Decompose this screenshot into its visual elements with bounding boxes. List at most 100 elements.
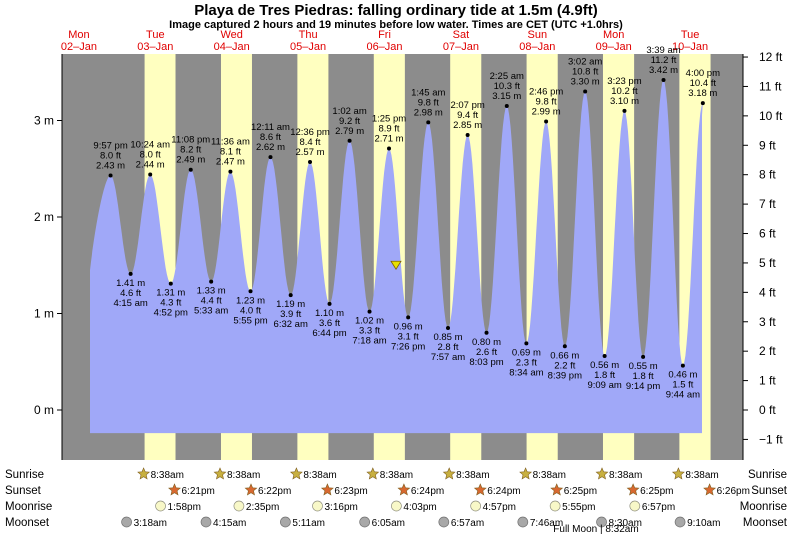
moonset-time: 8:30am xyxy=(609,518,642,529)
tide-point xyxy=(327,301,332,306)
row-label-left-sunrise: Sunrise xyxy=(5,469,44,481)
day-of-week: Mon xyxy=(603,29,624,41)
tide-label-ft: 2.3 ft xyxy=(516,357,537,368)
day-of-week: Thu xyxy=(299,29,318,41)
sunset-icon xyxy=(168,483,181,496)
tide-point xyxy=(544,119,549,124)
sunrise-icon xyxy=(137,467,151,480)
tide-label-ft: 10.4 ft xyxy=(690,78,717,89)
tide-label-label: 1.10 m xyxy=(315,308,344,319)
tide-label-time: 5:33 am xyxy=(194,306,228,317)
right-tick-label: 2 ft xyxy=(759,344,776,358)
tide-label-ft: 4.4 ft xyxy=(201,296,222,307)
tide-label-label: 2.71 m xyxy=(374,133,403,144)
sunrise-time: 8:38am xyxy=(151,470,184,481)
tide-label-label: 2.62 m xyxy=(256,142,285,153)
moonrise-icon xyxy=(155,500,166,512)
current-level-marker xyxy=(390,260,402,271)
moonset-icon xyxy=(596,516,607,528)
sunrise-icon xyxy=(671,467,685,480)
tide-label-time: 3:02 am xyxy=(568,57,602,68)
moonset-time: 7:46am xyxy=(530,518,563,529)
tide-label-ft: 10.3 ft xyxy=(494,81,521,92)
moonset-icon xyxy=(359,516,371,528)
tide-point xyxy=(268,155,273,160)
tide-label-time: 9:09 am xyxy=(587,380,621,391)
tide-label-ft: 8.0 ft xyxy=(100,151,121,162)
tide-label-ft: 10.2 ft xyxy=(611,86,638,97)
tide-label-time: 2:25 am xyxy=(490,71,524,82)
tide-label-ft: 8.1 ft xyxy=(220,147,241,158)
tide-label-ft: 2.2 ft xyxy=(554,360,575,371)
tide-label-ft: 8.4 ft xyxy=(299,137,320,148)
tide-label-ft: 3.1 ft xyxy=(398,331,419,342)
tide-label-label: 1.19 m xyxy=(276,299,305,310)
sunset-time: 6:25pm xyxy=(640,486,673,497)
tide-label-label: 1.23 m xyxy=(236,295,265,306)
day-labels: Mon02–JanTue03–JanWed04–JanThu05–JanFri0… xyxy=(61,29,708,53)
sunrise-time: 8:38am xyxy=(456,470,489,481)
tide-area xyxy=(90,80,703,434)
tide-label-time: 4:52 pm xyxy=(154,308,188,319)
left-tick-label: 3 m xyxy=(34,114,54,128)
row-label-left-sunset: Sunset xyxy=(5,485,42,497)
moonset-icon xyxy=(280,516,291,528)
chart-subtitle: Image captured 2 hours and 19 minutes be… xyxy=(169,19,623,31)
day-of-week: Mon xyxy=(68,29,89,41)
tide-label-label: 2.44 m xyxy=(136,160,165,171)
sunrise-time: 8:38am xyxy=(609,470,642,481)
moonrise-icon xyxy=(629,500,641,512)
day-date: 07–Jan xyxy=(443,41,479,53)
day-of-week: Sun xyxy=(528,29,548,41)
tide-label-time: 11:36 am xyxy=(211,137,250,148)
tide-label-time: 7:57 am xyxy=(431,352,465,363)
day-date: 02–Jan xyxy=(61,41,97,53)
moonset-icon xyxy=(438,516,450,528)
axes: 0 m 1 m 2 m 3 m −1 ft 0 ft 1 ft 2 ft 3 ft 4 ft 5 f… xyxy=(34,50,783,460)
row-label-right-sunset: Sunset xyxy=(751,485,788,497)
tide-label-time: 1:02 am xyxy=(332,106,366,117)
right-tick-label: 1 ft xyxy=(759,374,776,388)
tide-label-time: 3:39 am xyxy=(646,45,680,56)
tide-label-label: 0.46 m xyxy=(668,370,697,381)
tide-point xyxy=(524,341,529,346)
tide-point xyxy=(387,146,392,151)
day-date: 05–Jan xyxy=(290,41,326,53)
moonrise-icon xyxy=(391,500,402,512)
moonrise-icon xyxy=(549,500,561,512)
tide-label-label: 2.47 m xyxy=(216,157,245,168)
right-tick-label: 12 ft xyxy=(759,50,783,64)
tide-markers: 9:57 pm8.0 ft2.43 m1.41 m4.6 ft4:15 am10… xyxy=(93,45,720,401)
tide-label-time: 2:07 pm xyxy=(450,100,484,111)
sunset-time: 6:21pm xyxy=(182,486,215,497)
sunrise-icon xyxy=(289,467,303,480)
tide-point xyxy=(108,173,113,178)
day-date: 09–Jan xyxy=(596,41,632,53)
tide-point xyxy=(446,325,451,330)
tide-label-ft: 8.6 ft xyxy=(260,132,281,143)
sunrise-icon xyxy=(595,467,609,480)
moonset-time: 6:57am xyxy=(451,518,484,529)
sunset-time: 6:24pm xyxy=(411,486,444,497)
right-tick-label: 9 ft xyxy=(759,138,776,152)
sunrise-icon xyxy=(366,467,380,480)
tide-label-ft: 3.6 ft xyxy=(319,318,340,329)
day-of-week: Fri xyxy=(378,29,391,41)
tide-label-ft: 8.9 ft xyxy=(378,123,399,134)
tide-label-ft: 2.8 ft xyxy=(437,342,458,353)
tide-point xyxy=(128,271,133,276)
tide-point xyxy=(504,104,509,109)
chart-title: Playa de Tres Piedras: falling ordinary … xyxy=(194,2,597,19)
sunset-time: 6:23pm xyxy=(334,486,367,497)
sunrise-icon xyxy=(519,467,533,480)
sunrise-time: 8:38am xyxy=(380,470,413,481)
tide-label-label: 0.96 m xyxy=(394,321,423,332)
sunset-icon xyxy=(550,483,564,496)
tide-point xyxy=(602,353,607,358)
day-date: 08–Jan xyxy=(519,41,555,53)
tide-label-label: 0.55 m xyxy=(629,361,658,372)
sunrise-time: 8:38am xyxy=(533,470,566,481)
tide-label-ft: 11.2 ft xyxy=(651,55,677,66)
tide-label-ft: 4.6 ft xyxy=(120,288,141,299)
